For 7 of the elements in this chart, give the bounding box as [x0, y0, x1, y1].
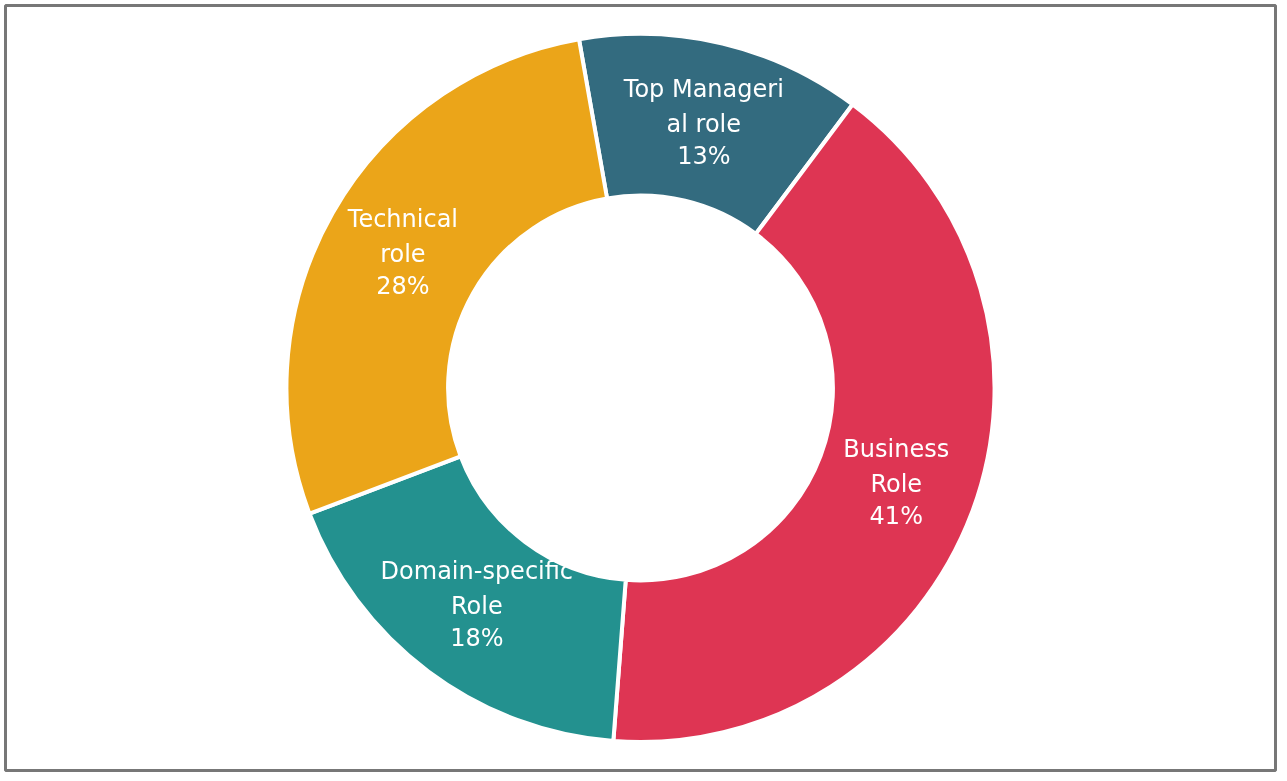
data-label: 28% — [376, 272, 430, 301]
slice-label: Technical role — [346, 205, 459, 269]
slice-label: Top Manageri al role — [622, 75, 784, 139]
data-label: 13% — [677, 142, 731, 171]
data-label: 18% — [450, 623, 504, 652]
data-label: 41% — [869, 502, 923, 531]
slice-label: Business Role — [843, 435, 950, 499]
